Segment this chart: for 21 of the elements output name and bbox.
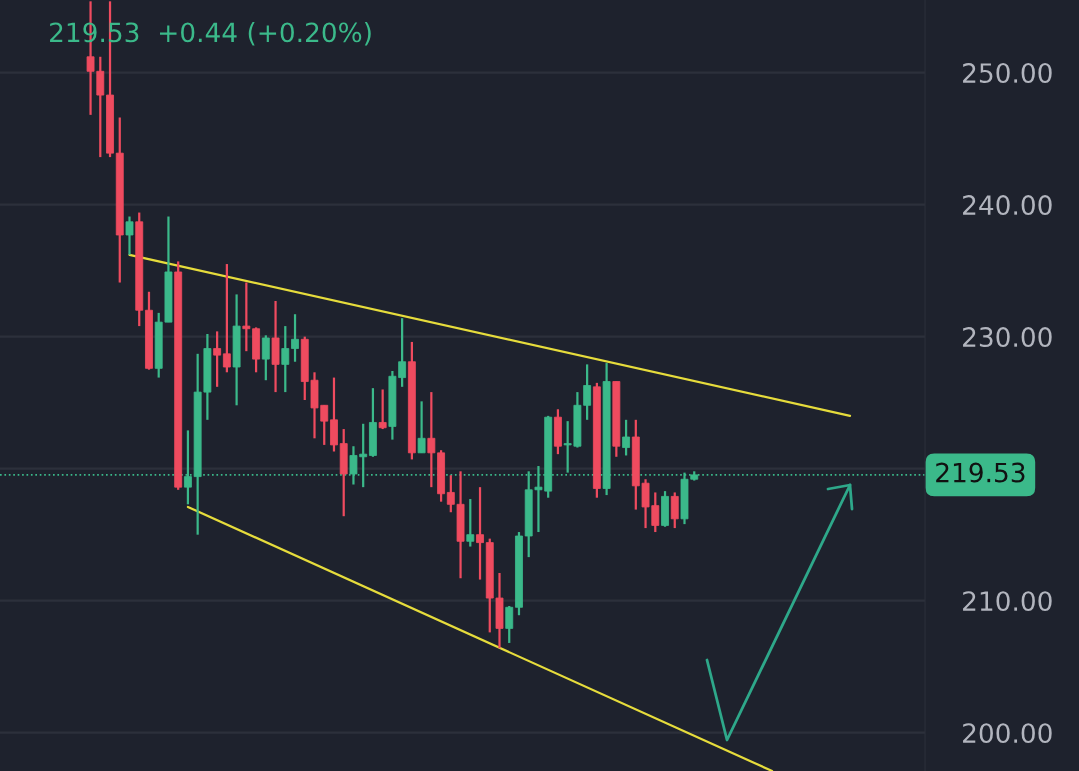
candlestick: [505, 604, 514, 645]
y-tick-label: 250.00: [963, 63, 1052, 84]
candlestick: [378, 388, 387, 431]
candlestick: [476, 486, 484, 581]
candlestick: [222, 262, 231, 374]
y-tick-label: 240.00: [963, 195, 1052, 216]
candlestick: [427, 390, 436, 489]
y-tick-label: 200.00: [963, 723, 1052, 744]
candlestick: [281, 324, 290, 394]
y-tick-label: 210.00: [963, 591, 1052, 612]
candlestick: [291, 313, 299, 363]
ref-line-label: 219.53: [936, 462, 1025, 483]
candlestick: [466, 497, 475, 548]
y-tick-label: 230.00: [963, 327, 1052, 348]
candlestick: [622, 418, 630, 457]
candlestick: [261, 334, 270, 382]
candlestick: [213, 330, 222, 388]
candlestick: [125, 215, 134, 256]
candlestick: [242, 281, 251, 353]
candlestick: [670, 491, 679, 530]
candlestick: [417, 400, 426, 454]
